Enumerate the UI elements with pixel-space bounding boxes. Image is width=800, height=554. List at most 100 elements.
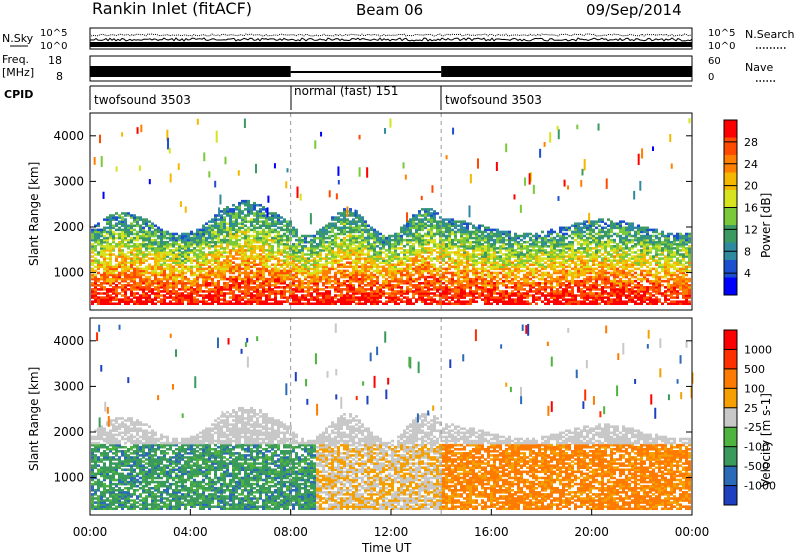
heatmap-cell [340, 220, 343, 223]
heatmap-cell [265, 288, 268, 291]
heatmap-cell [250, 206, 253, 209]
heatmap-cell [226, 206, 229, 209]
heatmap-cell [97, 298, 100, 301]
heatmap-cell [109, 284, 112, 287]
heatmap-cell [199, 253, 202, 256]
heatmap-cell [199, 269, 202, 273]
heatmap-cell [259, 281, 262, 285]
heatmap-cell [187, 300, 190, 303]
heatmap-cell [184, 255, 187, 258]
heatmap-cell [100, 288, 103, 291]
heatmap-cell [94, 259, 97, 262]
heatmap-cell [175, 296, 178, 299]
heatmap-cell [196, 288, 199, 291]
heatmap-cell [331, 265, 334, 269]
heatmap-cell [211, 257, 214, 260]
heatmap-cell [136, 275, 139, 279]
heatmap-cell [268, 255, 271, 258]
heatmap-cell [265, 294, 268, 297]
heatmap-cell [202, 284, 205, 287]
heatmap-cell [220, 271, 223, 275]
heatmap-cell [337, 216, 340, 219]
heatmap-cell [214, 292, 217, 295]
heatmap-cell [208, 277, 211, 281]
heatmap-cell [253, 234, 256, 238]
heatmap-cell [154, 261, 157, 264]
heatmap-cell [121, 230, 124, 234]
heatmap-cell [541, 271, 544, 275]
heatmap-cell [244, 232, 247, 236]
heatmap-cell [142, 253, 145, 256]
heatmap-cell [109, 242, 112, 246]
heatmap-cell [91, 275, 94, 279]
heatmap-cell [238, 300, 241, 303]
heatmap-cell [409, 288, 412, 291]
heatmap-cell [403, 296, 406, 299]
heatmap-cell [232, 212, 235, 215]
heatmap-cell [262, 238, 265, 242]
heatmap-cell [232, 208, 235, 211]
heatmap-cell [229, 269, 232, 273]
heatmap-cell [172, 271, 175, 275]
heatmap-cell [379, 261, 382, 264]
heatmap-cell [247, 267, 250, 271]
heatmap-cell [175, 259, 178, 262]
heatmap-cell [268, 234, 271, 238]
heatmap-cell [532, 267, 535, 271]
heatmap-cell [403, 279, 406, 283]
heatmap-cell [160, 286, 163, 289]
heatmap-cell [115, 296, 118, 299]
heatmap-cell [91, 230, 94, 234]
heatmap-cell [433, 298, 436, 301]
heatmap-cell [505, 284, 508, 287]
heatmap-cell [238, 242, 241, 246]
heatmap-cell [91, 294, 94, 297]
heatmap-cell [532, 261, 535, 264]
heatmap-cell [292, 300, 295, 303]
heatmap-cell [373, 269, 376, 273]
heatmap-cell [463, 265, 466, 269]
heatmap-cell [112, 253, 115, 256]
heatmap-cell [325, 279, 328, 283]
heatmap-cell [358, 224, 361, 228]
heatmap-cell [502, 236, 505, 240]
heatmap-cell [253, 238, 256, 242]
heatmap-cell [328, 269, 331, 273]
heatmap-cell [313, 259, 316, 262]
heatmap-cell [202, 267, 205, 271]
heatmap-cell [196, 302, 199, 306]
heatmap-cell [340, 230, 343, 234]
heatmap-cell [124, 298, 127, 301]
heatmap-cell [196, 265, 199, 269]
heatmap-cell [100, 284, 103, 287]
heatmap-cell [262, 267, 265, 271]
heatmap-cell [259, 261, 262, 264]
heatmap-cell [280, 277, 283, 281]
heatmap-cell [193, 290, 196, 293]
heatmap-cell [217, 263, 220, 267]
heatmap-cell [433, 273, 436, 277]
heatmap-cell [352, 247, 355, 250]
heatmap-cell [319, 292, 322, 295]
heatmap-cell [520, 238, 523, 242]
heatmap-cell [307, 267, 310, 271]
heatmap-cell [190, 232, 193, 236]
heatmap-cell [310, 240, 313, 244]
heatmap-cell [340, 284, 343, 287]
heatmap-cell [169, 265, 172, 269]
heatmap-cell [256, 263, 259, 267]
heatmap-cell [442, 263, 445, 267]
heatmap-cell [100, 273, 103, 277]
heatmap-cell [220, 247, 223, 250]
heatmap-cell [535, 232, 538, 236]
heatmap-cell [232, 255, 235, 258]
heatmap-cell [463, 300, 466, 303]
heatmap-cell [229, 279, 232, 283]
heatmap-cell [280, 290, 283, 293]
heatmap-cell [229, 220, 232, 223]
heatmap-cell [319, 253, 322, 256]
heatmap-cell [235, 288, 238, 291]
heatmap-cell [454, 220, 457, 223]
heatmap-cell [298, 271, 301, 275]
heatmap-cell [232, 226, 235, 230]
